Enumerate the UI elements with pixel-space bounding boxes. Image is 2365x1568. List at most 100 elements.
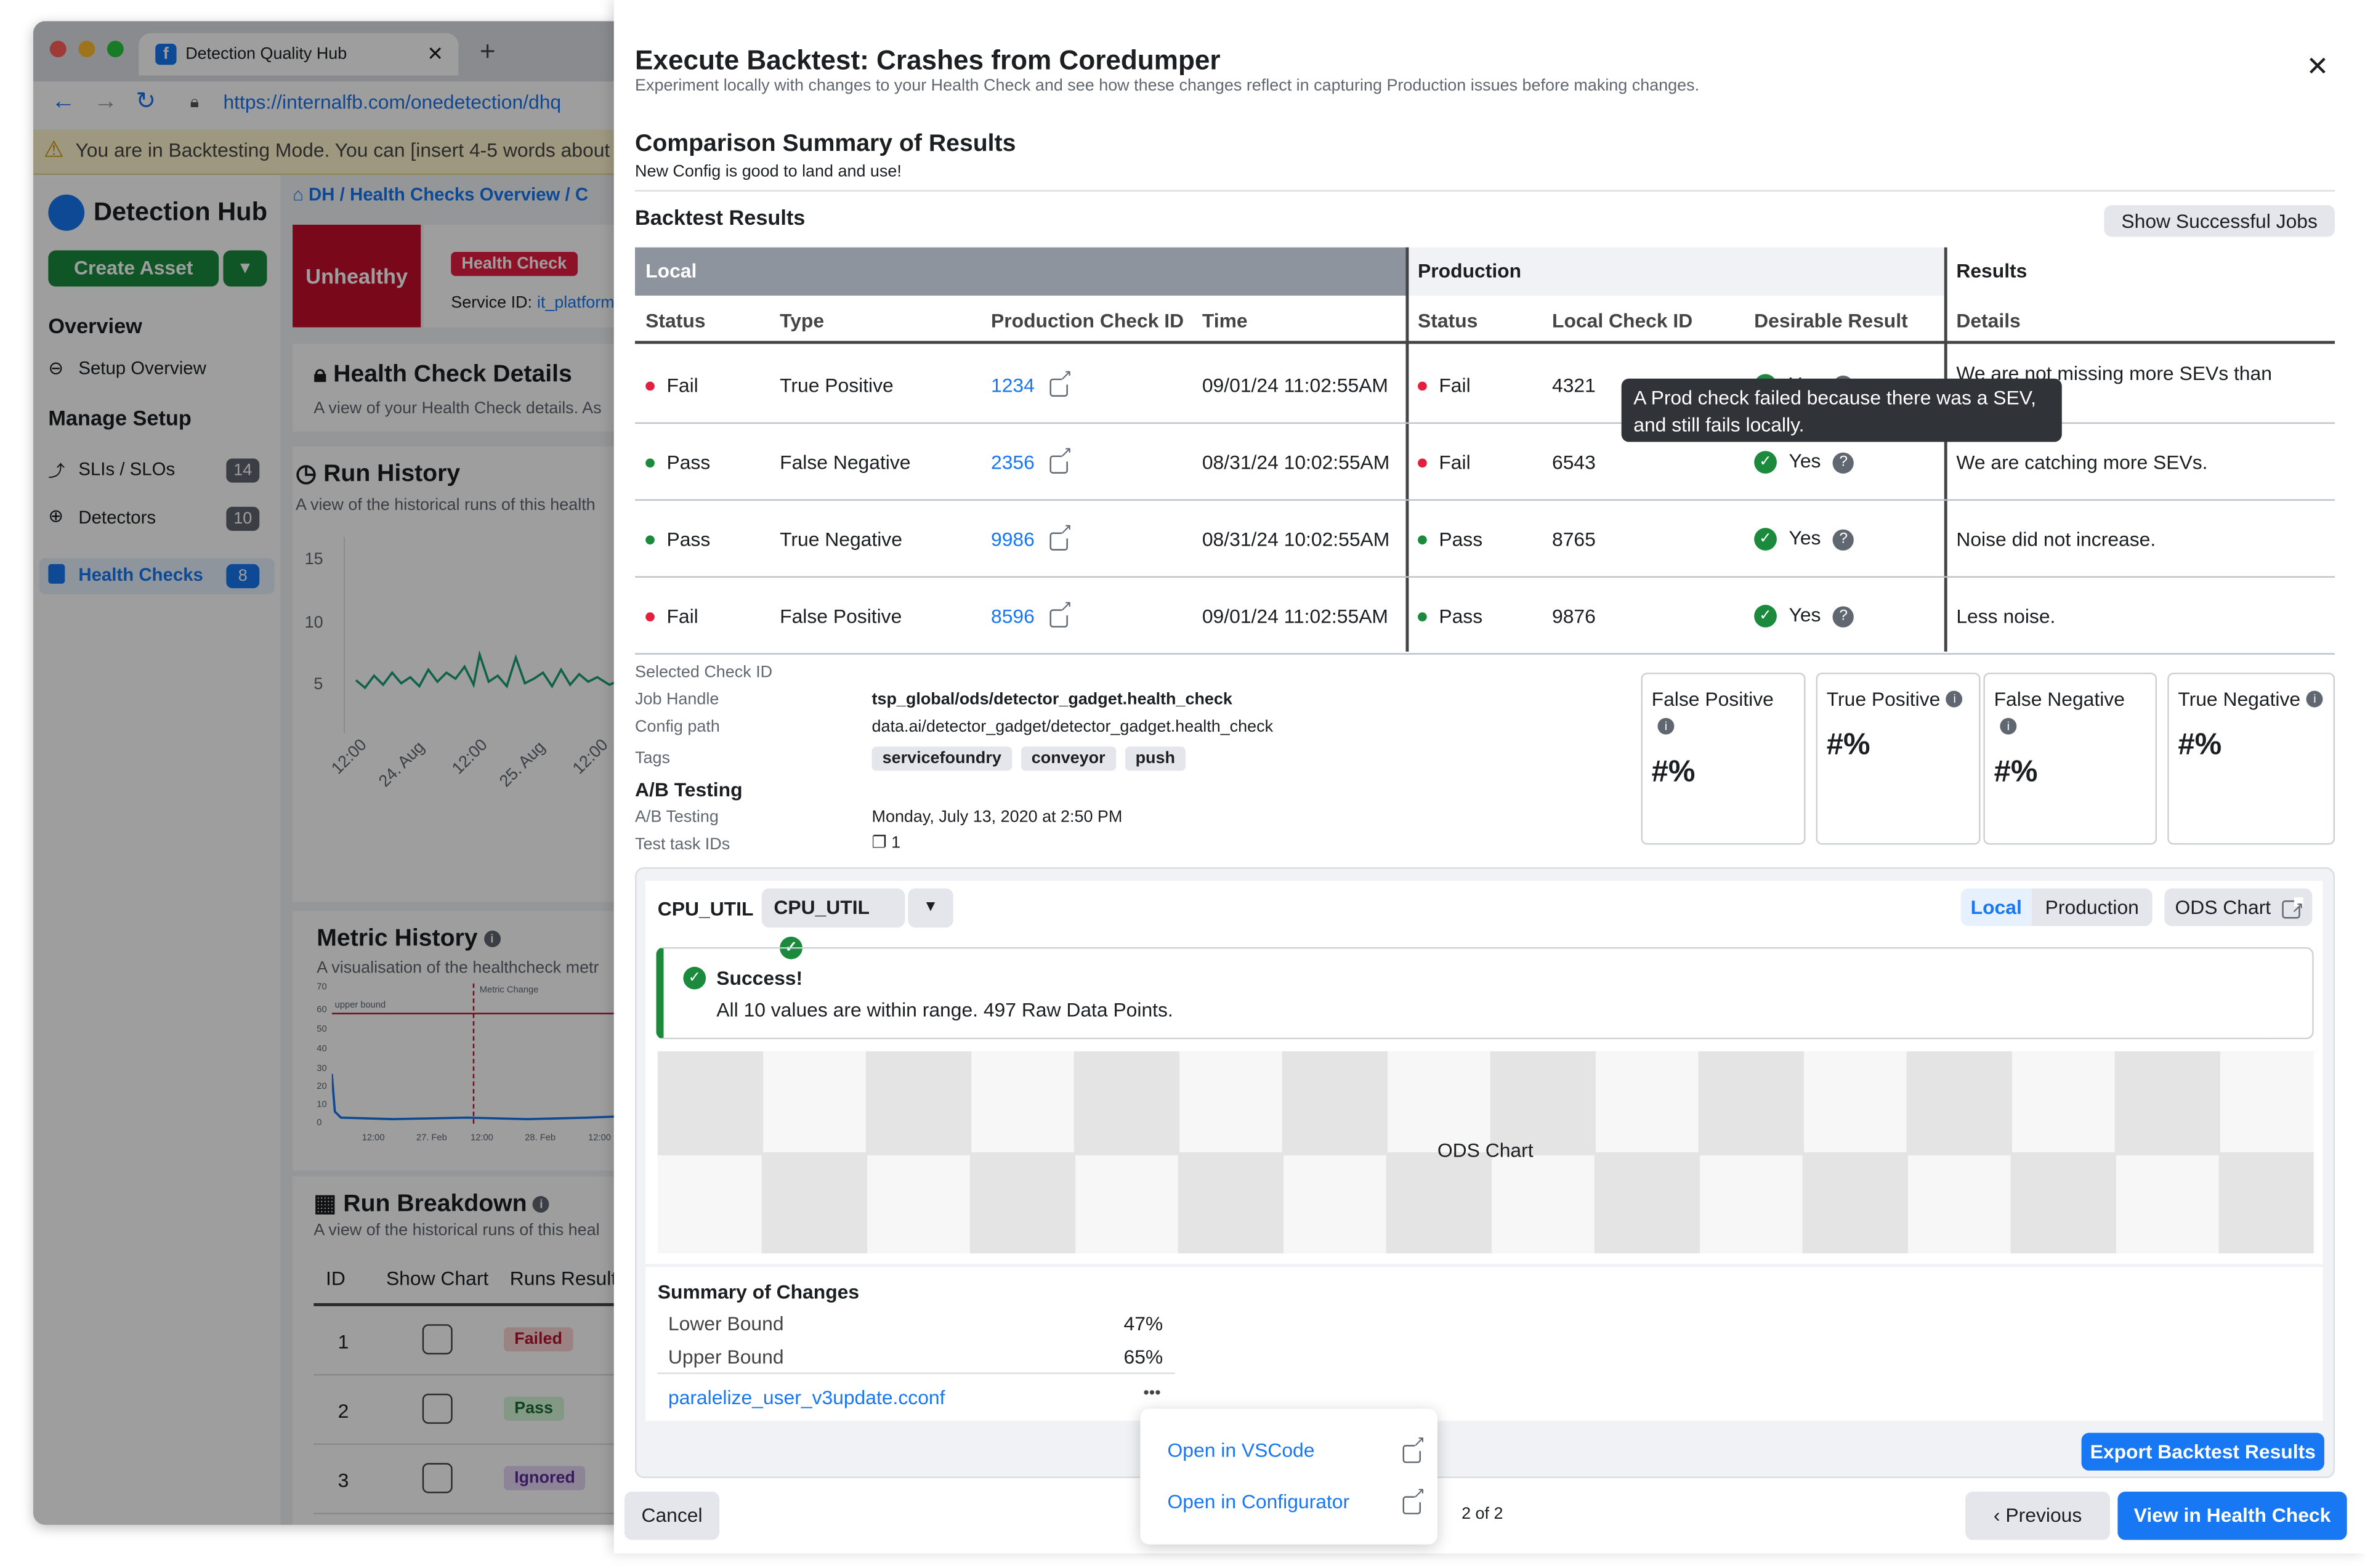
external-link-icon xyxy=(1049,367,1072,397)
show-chart-checkbox[interactable] xyxy=(422,1393,453,1424)
metric-select-value: CPU_UTIL xyxy=(774,895,870,919)
create-asset-button[interactable]: Create Asset xyxy=(48,250,219,287)
metric-select[interactable]: CPU_UTIL ✓ xyxy=(761,888,905,960)
desirable-result: ✓Yes? xyxy=(1754,527,1854,551)
production-check-id[interactable]: 8596 xyxy=(991,598,1072,628)
close-window-dot[interactable] xyxy=(49,41,67,58)
close-icon[interactable]: ✕ xyxy=(2306,51,2329,82)
health-check-badge: Health Check xyxy=(451,251,578,277)
service-id-link[interactable]: it_platform xyxy=(536,294,615,312)
main-content: ⌂ DH / Health Checks Overview / C Unheal… xyxy=(280,175,637,1525)
sidebar-item-slis[interactable]: ⤴ SLIs / SLOs 14 xyxy=(39,453,275,489)
stat-label: False Negative xyxy=(1994,687,2125,711)
stat-card-true-negative: True Negative i #% xyxy=(2167,673,2335,845)
local-status: Pass xyxy=(645,528,710,551)
local-check-id: 8765 xyxy=(1552,528,1596,551)
chart-placeholder-tile xyxy=(1906,1051,2012,1155)
help-icon[interactable]: ? xyxy=(1833,605,1854,627)
chevron-left-icon: ‹ xyxy=(1993,1503,2006,1527)
address-bar[interactable]: ← → ↻ 🔒︎ https://internalfb.com/onedetec… xyxy=(33,81,637,130)
browser-window: f Detection Quality Hub ✕ + ← → ↻ 🔒︎ https… xyxy=(33,21,637,1525)
segment-local[interactable]: Local xyxy=(1960,888,2032,926)
help-icon[interactable]: ? xyxy=(1833,528,1854,550)
group-header-production: Production xyxy=(1407,247,1946,296)
show-successful-jobs-button[interactable]: Show Successful Jobs xyxy=(2104,205,2335,237)
browser-tab[interactable]: f Detection Quality Hub ✕ xyxy=(139,33,459,76)
run-time: 08/31/24 10:02:55AM xyxy=(1202,451,1390,474)
reload-icon[interactable]: ↻ xyxy=(135,89,156,115)
copy-icon[interactable]: ❐ xyxy=(871,834,892,852)
url-text[interactable]: https://internalfb.com/onedetection/dhq xyxy=(223,90,562,113)
back-icon[interactable]: ← xyxy=(51,89,76,115)
status-dot xyxy=(645,535,655,544)
view-in-health-check-button[interactable]: View in Health Check xyxy=(2117,1492,2347,1540)
y-tick: 30 xyxy=(317,1064,327,1074)
production-status: Fail xyxy=(1418,451,1471,474)
new-tab-icon[interactable]: + xyxy=(479,36,496,67)
production-check-id[interactable]: 1234 xyxy=(991,367,1072,397)
chart-placeholder-tile xyxy=(969,1152,1076,1254)
x-tick: 25. Aug xyxy=(496,738,549,791)
production-check-id[interactable]: 2356 xyxy=(991,444,1072,474)
tag: push xyxy=(1125,746,1186,771)
x-tick: 12:00 xyxy=(362,1134,385,1144)
run-breakdown-subtitle: A view of the historical runs of this he… xyxy=(313,1221,600,1240)
config-file-link[interactable]: paralelize_user_v3update.cconf xyxy=(668,1386,945,1409)
close-tab-icon[interactable]: ✕ xyxy=(427,42,444,65)
setup-overview-icon: ⊖ xyxy=(48,357,64,379)
desirable-result: ✓Yes? xyxy=(1754,604,1854,628)
previous-button[interactable]: ‹ Previous xyxy=(1965,1492,2111,1540)
chart-placeholder-tile xyxy=(1490,1051,1596,1155)
modal-title: Execute Backtest: Crashes from Coredumpe… xyxy=(635,45,1221,76)
divider xyxy=(657,1372,1175,1375)
divider xyxy=(313,1303,637,1306)
chart-placeholder-tile xyxy=(761,1152,868,1254)
column-header: Details xyxy=(1956,309,2021,332)
create-asset-dropdown-icon[interactable]: ▼ xyxy=(223,250,267,287)
external-link-icon xyxy=(1402,1485,1425,1514)
page-indicator: 2 of 2 xyxy=(1461,1505,1503,1524)
show-chart-checkbox[interactable] xyxy=(422,1463,453,1493)
divider xyxy=(635,190,2335,192)
production-check-id[interactable]: 9986 xyxy=(991,521,1072,551)
menu-item-open-vscode[interactable]: Open in VSCode xyxy=(1140,1427,1437,1472)
sidebar-item-label: Detectors xyxy=(78,506,156,528)
sidebar-item-detectors[interactable]: ⊕ Detectors 10 xyxy=(39,501,275,537)
chart-placeholder-tile xyxy=(1282,1051,1388,1155)
comparison-summary-title: Comparison Summary of Results xyxy=(635,131,1016,157)
export-backtest-results-button[interactable]: Export Backtest Results xyxy=(2081,1433,2324,1471)
chart-placeholder-tile xyxy=(2218,1152,2314,1254)
show-chart-checkbox[interactable] xyxy=(422,1324,453,1355)
y-tick: 0 xyxy=(317,1119,322,1128)
stat-value: #% xyxy=(1826,728,1870,762)
breadcrumb[interactable]: ⌂ DH / Health Checks Overview / C xyxy=(293,184,588,205)
previous-label: Previous xyxy=(2005,1503,2082,1527)
sidebar-item-setup-overview[interactable]: Setup Overview xyxy=(78,357,206,379)
cancel-button[interactable]: Cancel xyxy=(624,1492,720,1540)
sidebar-item-health-checks[interactable]: Health Checks 8 xyxy=(39,558,275,594)
count-badge: 8 xyxy=(226,564,260,589)
info-icon: i xyxy=(533,1196,550,1213)
menu-item-open-configurator[interactable]: Open in Configurator xyxy=(1140,1478,1437,1523)
more-options-icon[interactable]: ••• xyxy=(1143,1384,1161,1403)
forward-icon[interactable]: → xyxy=(93,89,118,115)
stat-value: #% xyxy=(1651,755,1696,789)
help-icon[interactable]: ? xyxy=(1833,451,1854,473)
segment-production[interactable]: Production xyxy=(2031,888,2153,926)
external-link-icon xyxy=(1049,444,1072,473)
minimize-window-dot[interactable] xyxy=(78,41,95,58)
chevron-down-icon[interactable]: ▼ xyxy=(908,888,953,928)
table-row: 3 Ignored xyxy=(313,1445,637,1514)
status-dot xyxy=(645,381,655,390)
metric-panel: CPU_UTIL CPU_UTIL ✓ ▼ Local Production O… xyxy=(635,867,2335,1479)
maximize-window-dot[interactable] xyxy=(107,41,124,58)
run-history-chart xyxy=(344,536,625,733)
result-details: We are catching more SEVs. xyxy=(1956,451,2208,474)
check-circle-icon: ✓ xyxy=(1754,451,1777,474)
detection-hub-logo-icon xyxy=(48,194,85,231)
ods-chart-button[interactable]: ODS Chart xyxy=(2164,888,2313,927)
summary-of-changes-title: Summary of Changes xyxy=(657,1280,860,1303)
result-type: True Positive xyxy=(780,374,894,397)
check-circle-icon: ✓ xyxy=(683,966,706,990)
check-circle-icon: ✓ xyxy=(1754,605,1777,628)
